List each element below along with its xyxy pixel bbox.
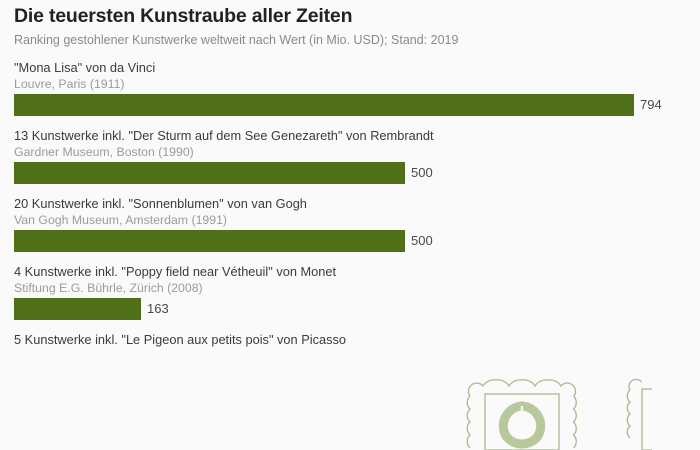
bar-label-primary: 20 Kunstwerke inkl. "Sonnenblumen" von v…	[14, 196, 307, 211]
bar-line: 163	[14, 298, 686, 320]
bar-label-primary: 5 Kunstwerke inkl. "Le Pigeon aux petits…	[14, 332, 347, 347]
bar-line: 500	[14, 230, 686, 252]
bar	[14, 162, 405, 184]
bar-rows: "Mona Lisa" von da Vinci Louvre, Paris (…	[14, 60, 686, 348]
bar	[14, 298, 141, 320]
bar-line: 500	[14, 162, 686, 184]
picture-frame-icon	[466, 378, 652, 450]
bar-value-label: 500	[411, 233, 433, 248]
bar-label-secondary: Van Gogh Museum, Amsterdam (1991)	[14, 213, 228, 227]
bar-label-secondary: Gardner Museum, Boston (1990)	[14, 145, 194, 159]
bar-row: 20 Kunstwerke inkl. "Sonnenblumen" von v…	[14, 196, 686, 252]
bar	[14, 94, 634, 116]
chart-title: Die teuersten Kunstraube aller Zeiten	[14, 5, 353, 27]
chart-container: Die teuersten Kunstraube aller Zeiten Ra…	[14, 5, 686, 450]
bar-row: 5 Kunstwerke inkl. "Le Pigeon aux petits…	[14, 332, 686, 348]
bar-value-label: 163	[147, 301, 169, 316]
bar-label-secondary: Stiftung E.G. Bührle, Zürich (2008)	[14, 281, 203, 295]
bar-line: 794	[14, 94, 686, 116]
bar-value-label: 794	[640, 97, 662, 112]
chart-subtitle: Ranking gestohlener Kunstwerke weltweit …	[14, 33, 459, 47]
bar-row: "Mona Lisa" von da Vinci Louvre, Paris (…	[14, 60, 686, 116]
bar-row: 13 Kunstwerke inkl. "Der Sturm auf dem S…	[14, 128, 686, 184]
bar-label-primary: "Mona Lisa" von da Vinci	[14, 60, 156, 75]
bar-value-label: 500	[411, 165, 433, 180]
bar	[14, 230, 405, 252]
bar-label-secondary: Louvre, Paris (1911)	[14, 77, 125, 91]
bar-row: 4 Kunstwerke inkl. "Poppy field near Vét…	[14, 264, 686, 320]
bar-label-primary: 13 Kunstwerke inkl. "Der Sturm auf dem S…	[14, 128, 434, 143]
bar-label-primary: 4 Kunstwerke inkl. "Poppy field near Vét…	[14, 264, 337, 279]
